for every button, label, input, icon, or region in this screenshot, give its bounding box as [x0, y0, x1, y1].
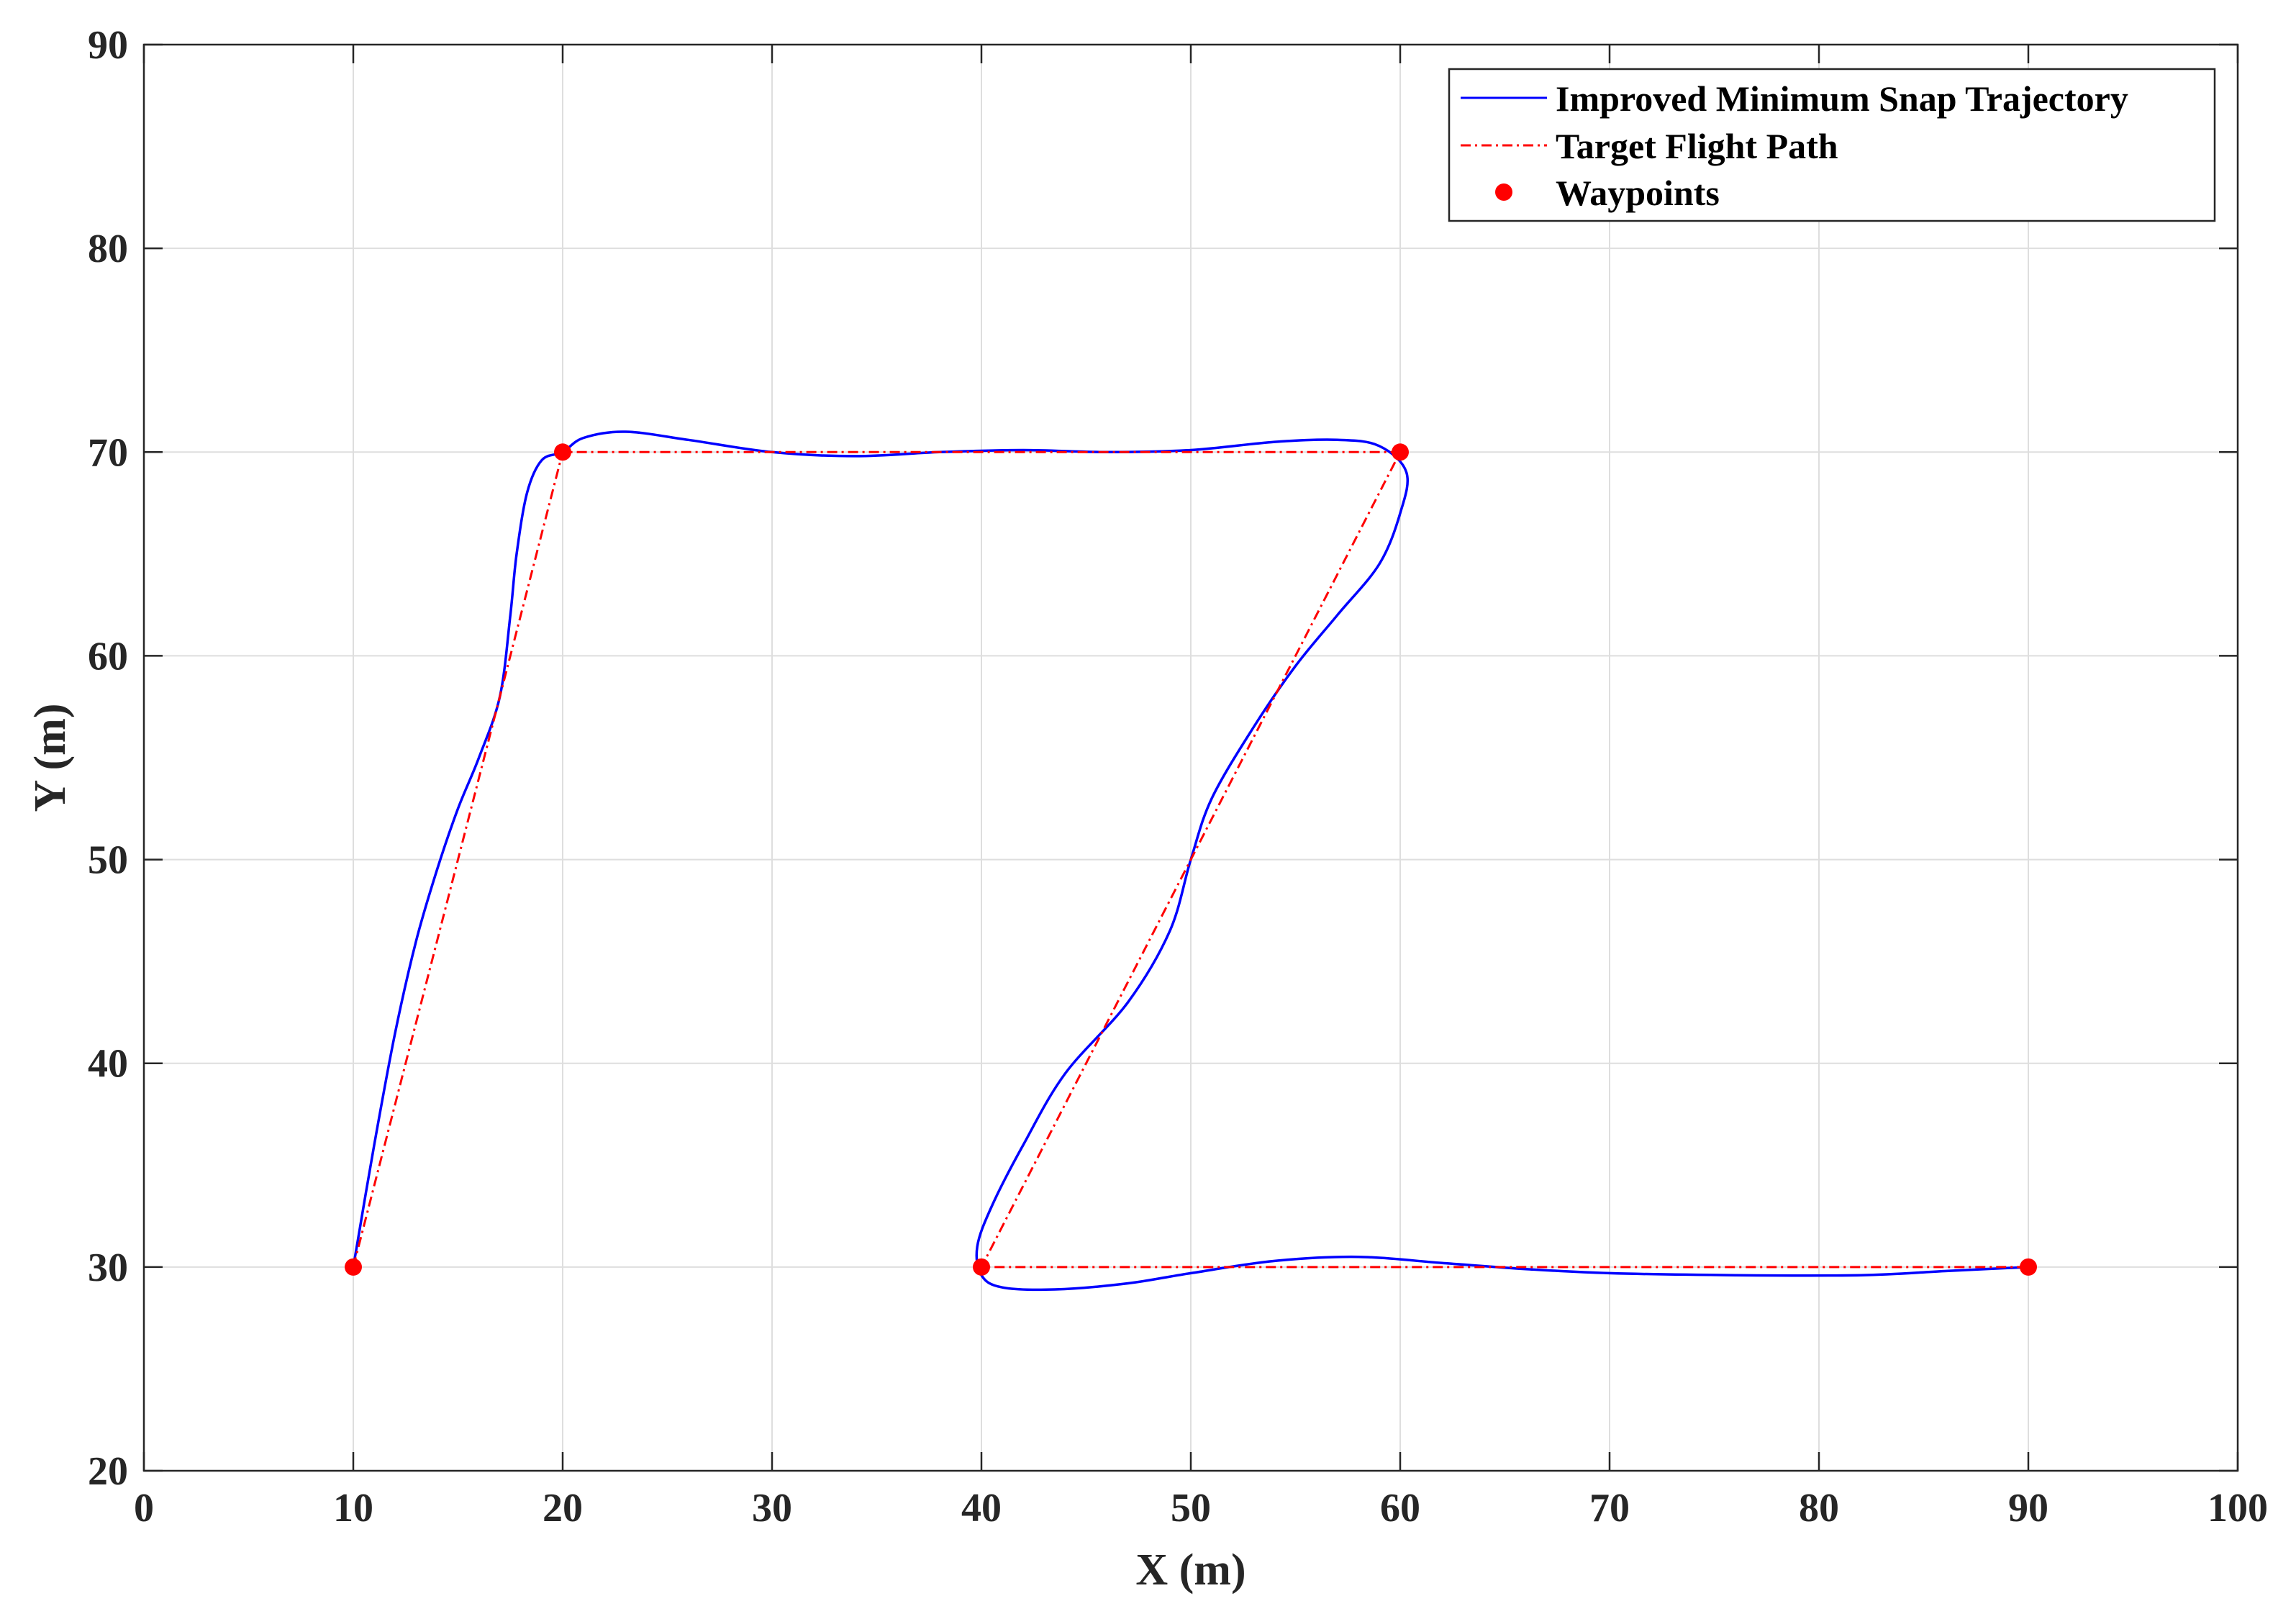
legend: Improved Minimum Snap Trajectory Target …	[1448, 68, 2216, 222]
x-tick-label: 30	[752, 1486, 792, 1530]
y-tick-label: 50	[88, 838, 128, 883]
y-tick-label: 20	[88, 1449, 128, 1494]
x-tick-label: 0	[134, 1486, 154, 1530]
x-tick-label: 60	[1380, 1486, 1420, 1530]
y-tick-label: 40	[88, 1042, 128, 1087]
x-tick-label: 40	[961, 1486, 1002, 1530]
x-tick-label: 10	[333, 1486, 373, 1530]
waypoint-marker	[973, 1258, 990, 1276]
x-tick-label: 50	[1171, 1486, 1211, 1530]
waypoint-marker	[2020, 1258, 2037, 1276]
waypoint-marker	[554, 443, 571, 461]
y-axis-label: Y (m)	[26, 704, 75, 812]
x-tick-label: 80	[1799, 1486, 1839, 1530]
legend-label-trajectory: Improved Minimum Snap Trajectory	[1556, 78, 2128, 119]
waypoint-marker	[1392, 443, 1409, 461]
y-tick-label: 30	[88, 1246, 128, 1290]
waypoint-marker	[345, 1258, 362, 1276]
legend-box	[1448, 68, 2216, 222]
ticks: 0 10 20 30 40 50 60 70 80 90 100 20 30 40 50 60 70 80 90	[88, 23, 2268, 1530]
x-tick-label: 100	[2207, 1486, 2268, 1530]
x-tick-label: 70	[1589, 1486, 1630, 1530]
y-tick-label: 60	[88, 634, 128, 679]
y-tick-label: 90	[88, 23, 128, 68]
legend-swatch-waypoints	[1495, 183, 1512, 201]
x-tick-label: 20	[543, 1486, 583, 1530]
y-tick-label: 70	[88, 430, 128, 475]
legend-label-waypoints: Waypoints	[1556, 173, 1720, 213]
y-tick-label: 80	[88, 227, 128, 271]
x-axis-label: X (m)	[1135, 1546, 1245, 1595]
x-tick-label: 90	[2008, 1486, 2048, 1530]
trajectory-line	[352, 430, 2029, 1292]
series-layer	[345, 430, 2037, 1292]
legend-label-target-path: Target Flight Path	[1556, 126, 1838, 166]
